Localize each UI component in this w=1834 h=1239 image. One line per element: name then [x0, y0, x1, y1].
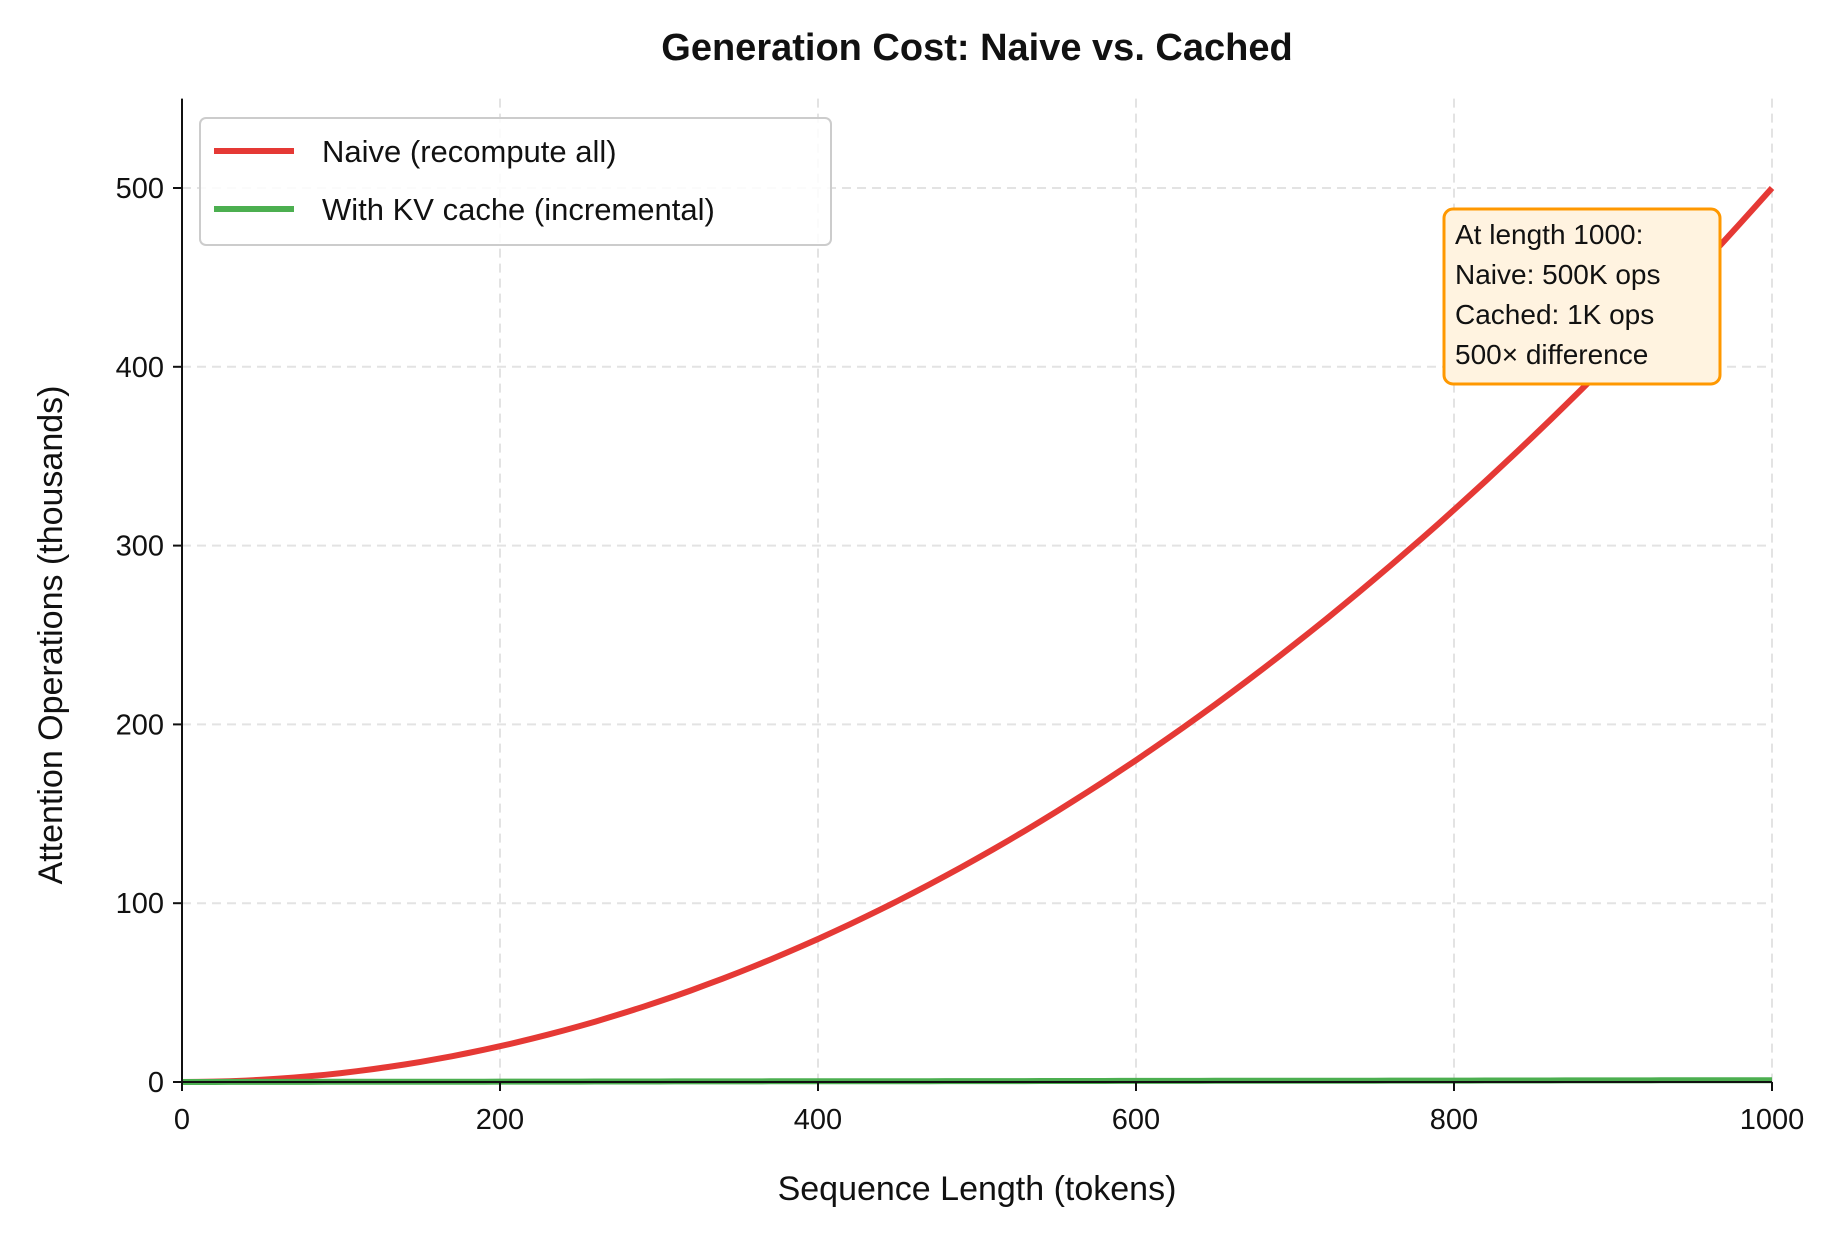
y-tick-label: 300 — [116, 531, 164, 563]
annotation-line-4: 500× difference — [1455, 339, 1648, 370]
x-tick-label: 400 — [794, 1104, 842, 1136]
y-tick-label: 100 — [116, 888, 164, 920]
y-tick-label: 200 — [116, 709, 164, 741]
chart-title: Generation Cost: Naive vs. Cached — [661, 27, 1292, 69]
y-tick-label: 400 — [116, 352, 164, 384]
x-tick-label: 200 — [476, 1104, 524, 1136]
legend-box — [199, 117, 832, 246]
annotation-background — [1442, 207, 1722, 386]
annotation-line-3: Cached: 1K ops — [1455, 299, 1654, 330]
y-axis-label: Attention Operations (thousands) — [32, 386, 70, 885]
annotation-line-2: Naive: 500K ops — [1455, 259, 1660, 290]
x-tick-label: 1000 — [1740, 1104, 1805, 1136]
legend-label-cached: With KV cache (incremental) — [322, 192, 715, 227]
axes: 0 200 400 600 800 1000 0 100 200 300 400 500 — [116, 98, 1805, 1136]
legend-label-naive: Naive (recompute all) — [322, 134, 617, 169]
annotation-line-1: At length 1000: — [1455, 219, 1643, 250]
x-tick-label: 600 — [1112, 1104, 1160, 1136]
y-tick-label: 500 — [116, 173, 164, 205]
legend: Naive (recompute all) With KV cache (inc… — [199, 117, 832, 246]
y-tick-label: 0 — [148, 1067, 164, 1099]
annotation-box: At length 1000: Naive: 500K ops Cached: … — [1442, 207, 1722, 386]
x-tick-label: 800 — [1430, 1104, 1478, 1136]
series-line-naive — [181, 186, 1775, 1085]
x-axis-label: Sequence Length (tokens) — [778, 1170, 1177, 1208]
x-tick-label: 0 — [174, 1104, 190, 1136]
